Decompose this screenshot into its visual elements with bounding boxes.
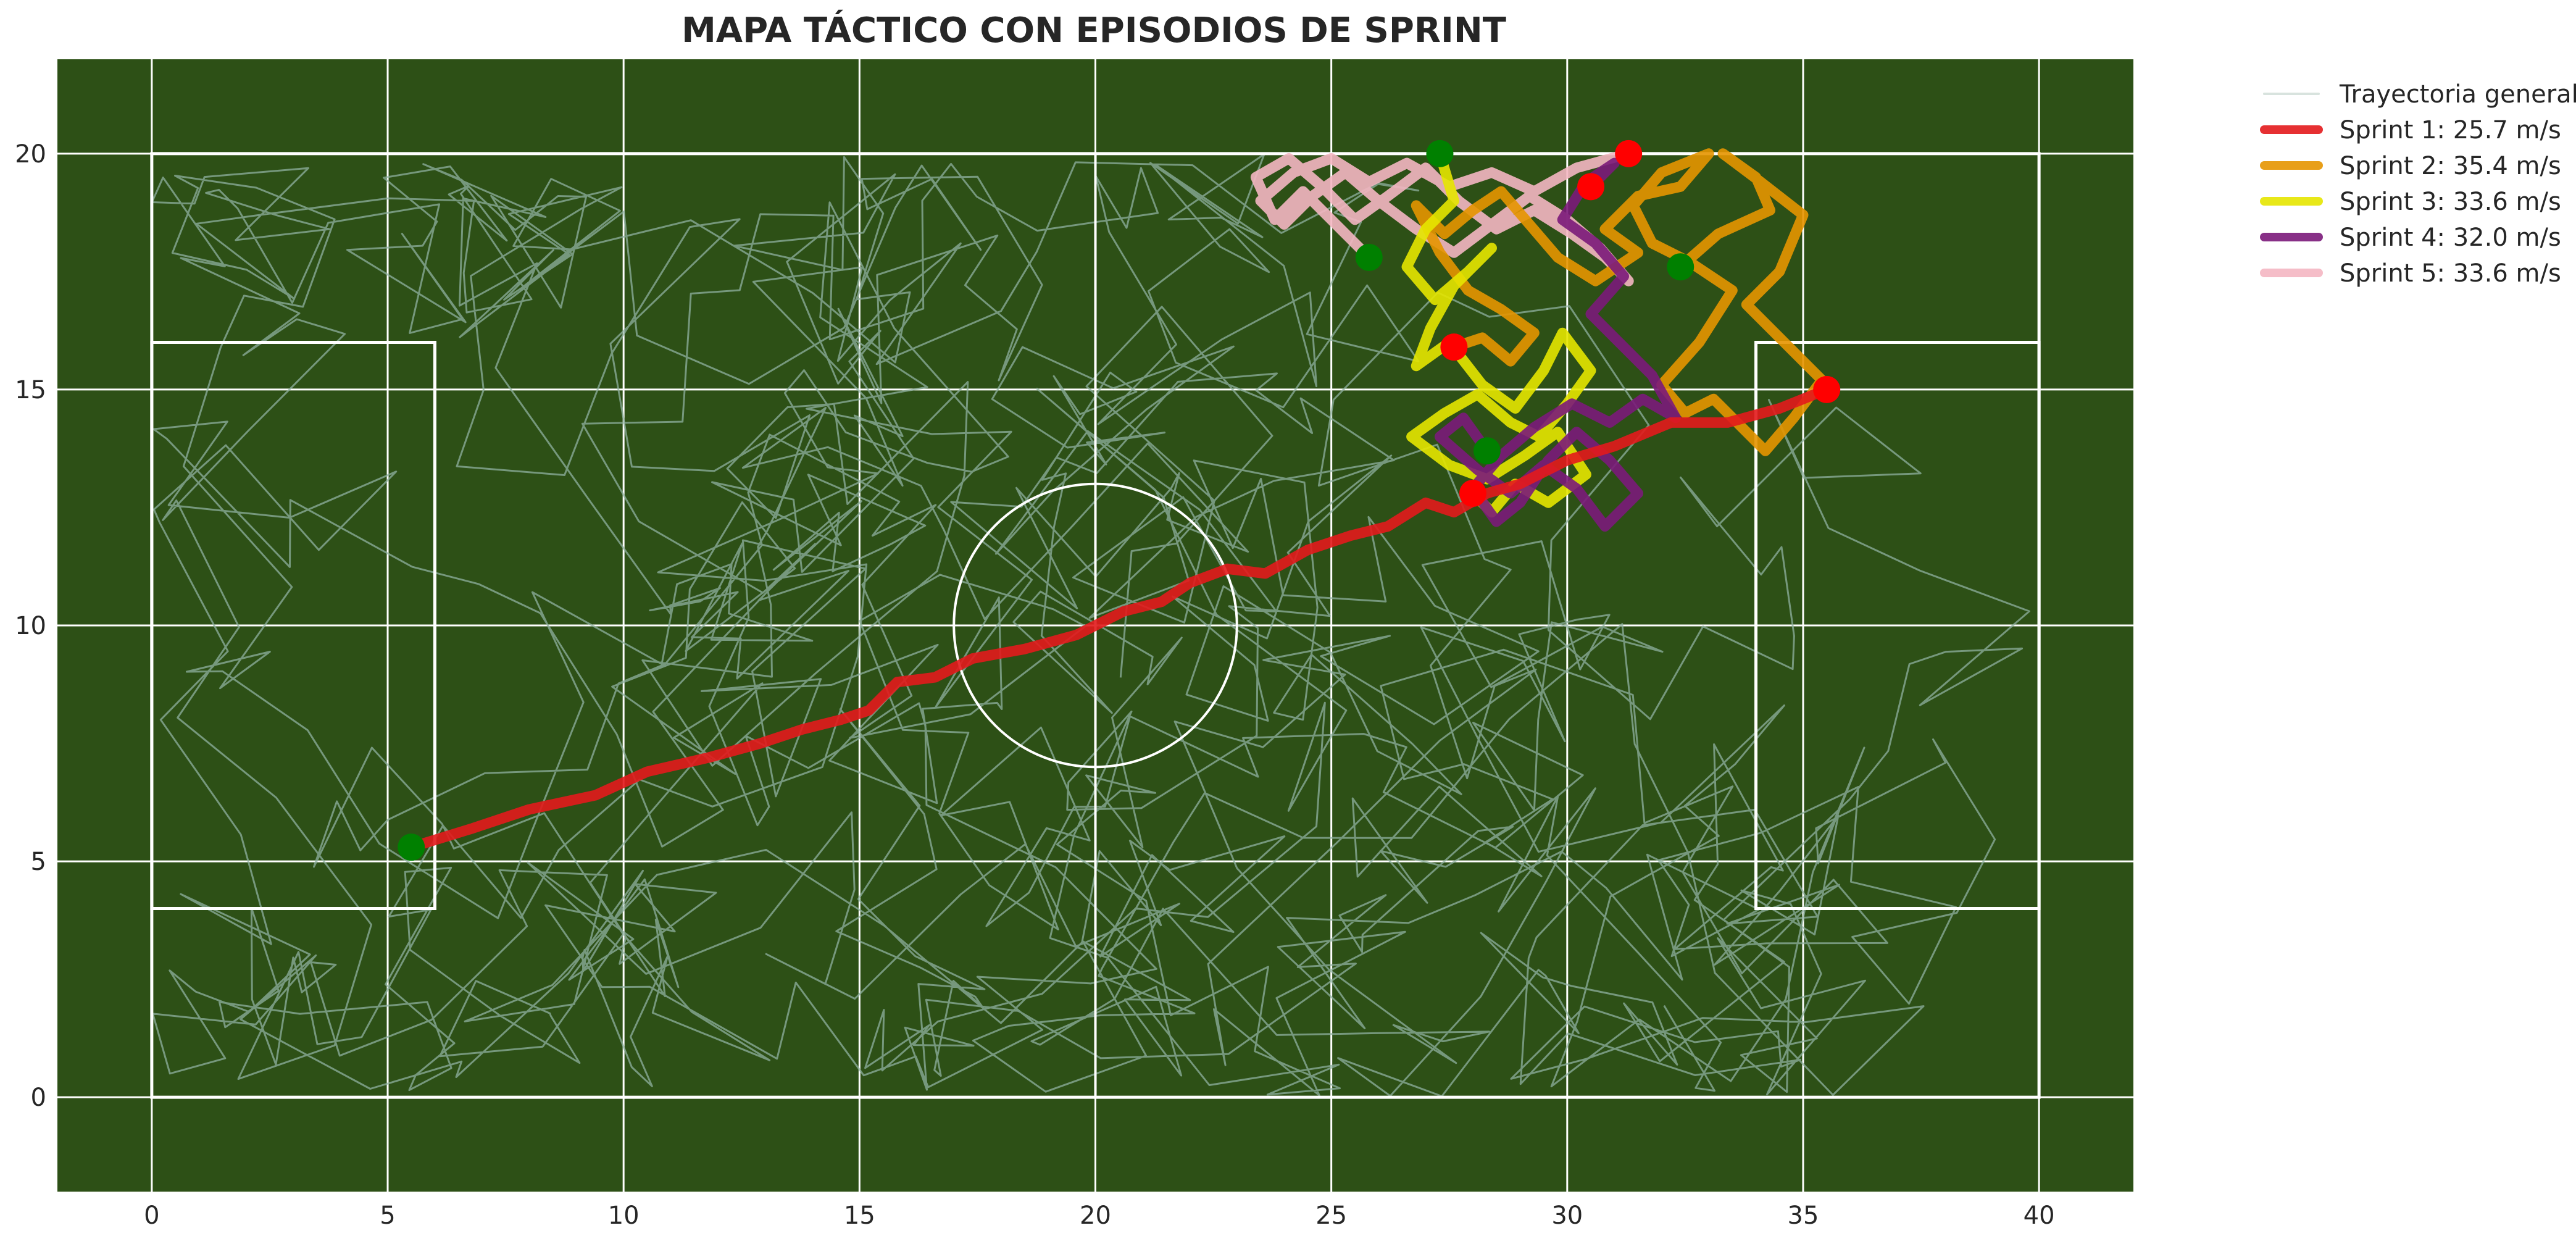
x-tick-label: 20 xyxy=(1080,1201,1111,1230)
legend-label: Trayectoria general xyxy=(2339,80,2576,109)
sprint-markers xyxy=(398,140,1841,861)
general-trajectory xyxy=(151,153,2030,1097)
y-axis-ticks: 0 5 10 15 20 xyxy=(15,140,46,1112)
x-tick-label: 40 xyxy=(2024,1201,2055,1230)
sprint-1-start-marker xyxy=(398,834,425,861)
left-penalty-box xyxy=(150,341,436,910)
y-tick-label: 20 xyxy=(15,140,46,169)
sprint-5-start-marker xyxy=(1355,243,1383,271)
legend-label: Sprint 5: 33.6 m/s xyxy=(2340,259,2561,288)
legend-label: Sprint 4: 32.0 m/s xyxy=(2340,224,2561,252)
x-tick-label: 15 xyxy=(844,1201,875,1230)
y-tick-label: 0 xyxy=(31,1084,46,1112)
sprint-2-end-marker xyxy=(1440,333,1468,361)
x-tick-label: 35 xyxy=(1788,1201,1819,1230)
x-axis-ticks: 0 5 10 15 20 25 30 35 40 xyxy=(144,1201,2054,1230)
y-tick-label: 10 xyxy=(15,612,46,640)
pitch-markings xyxy=(150,152,2041,1099)
sprint-1-line xyxy=(406,384,1832,853)
sprint-5-line xyxy=(1250,148,1634,286)
y-tick-label: 5 xyxy=(31,848,46,876)
x-tick-label: 10 xyxy=(608,1201,640,1230)
sprint-2-line xyxy=(1411,148,1827,456)
legend-label: Sprint 2: 35.4 m/s xyxy=(2340,152,2561,180)
plot-area xyxy=(57,59,2133,1192)
sprint-series xyxy=(406,148,1832,853)
x-tick-label: 5 xyxy=(380,1201,395,1230)
trajectory-line xyxy=(151,153,2030,1097)
sprint-4-end-marker xyxy=(1577,173,1605,201)
chart-title: MAPA TÁCTICO CON EPISODIOS DE SPRINT xyxy=(682,10,1506,51)
sprint-3-end-marker xyxy=(1459,480,1486,508)
x-tick-label: 0 xyxy=(144,1201,159,1230)
sprint-3-start-marker xyxy=(1426,140,1454,167)
sprint-2-start-marker xyxy=(1667,253,1694,281)
legend-label: Sprint 3: 33.6 m/s xyxy=(2340,188,2561,216)
sprint-4-start-marker xyxy=(1473,437,1501,465)
sprint-3-line xyxy=(1401,148,1596,518)
legend: Trayectoria general Sprint 1: 25.7 m/s Spr… xyxy=(2260,80,2576,288)
legend-label: Sprint 1: 25.7 m/s xyxy=(2340,116,2561,144)
right-penalty-box xyxy=(1754,341,2041,910)
sprint-5-end-marker xyxy=(1615,140,1643,167)
x-tick-label: 25 xyxy=(1315,1201,1347,1230)
center-circle xyxy=(952,482,1238,769)
x-tick-label: 30 xyxy=(1551,1201,1583,1230)
y-tick-label: 15 xyxy=(15,376,46,404)
sprint-1-end-marker xyxy=(1813,375,1841,403)
